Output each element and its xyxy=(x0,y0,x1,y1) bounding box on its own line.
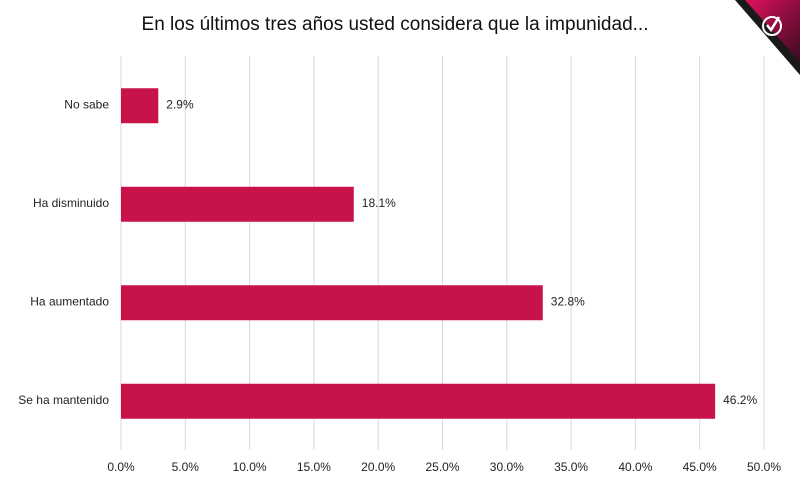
x-tick-label: 10.0% xyxy=(233,460,267,474)
bar xyxy=(121,383,716,419)
x-tick-label: 0.0% xyxy=(107,460,135,474)
x-tick-label: 15.0% xyxy=(297,460,331,474)
bar xyxy=(121,285,543,321)
chart-title: En los últimos tres años usted considera… xyxy=(142,14,649,35)
value-label: 18.1% xyxy=(362,196,396,210)
x-tick-label: 40.0% xyxy=(618,460,652,474)
x-tick-label: 5.0% xyxy=(172,460,200,474)
y-tick-label: No sabe xyxy=(64,97,109,111)
value-label: 2.9% xyxy=(166,97,194,111)
x-tick-label: 45.0% xyxy=(683,460,717,474)
y-tick-label: Se ha mantenido xyxy=(18,393,109,407)
value-label: 32.8% xyxy=(551,294,585,308)
logo xyxy=(735,0,800,75)
y-tick-label: Ha aumentado xyxy=(30,294,109,308)
x-tick-label: 35.0% xyxy=(554,460,588,474)
bar xyxy=(121,88,159,124)
x-tick-label: 50.0% xyxy=(747,460,781,474)
x-tick-label: 20.0% xyxy=(361,460,395,474)
x-tick-label: 25.0% xyxy=(425,460,459,474)
bar xyxy=(121,186,354,222)
y-tick-label: Ha disminuido xyxy=(33,196,109,210)
value-label: 46.2% xyxy=(723,393,757,407)
x-tick-label: 30.0% xyxy=(490,460,524,474)
